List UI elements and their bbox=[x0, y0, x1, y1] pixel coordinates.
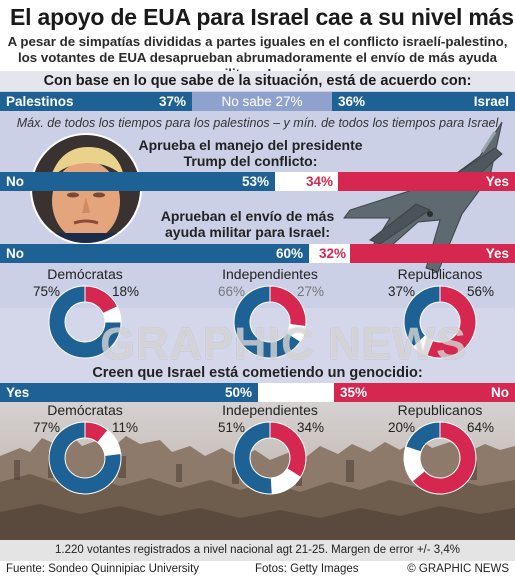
aid-hole-0 bbox=[65, 302, 105, 342]
genocide-hole-2 bbox=[420, 438, 460, 478]
aid-slice-no-2 bbox=[403, 285, 441, 348]
trump-no-bar: No 53% bbox=[0, 172, 275, 191]
genocide-unsure-bar bbox=[258, 383, 334, 402]
aid-yes-bar: Yes bbox=[350, 244, 515, 263]
genocide-group-name-0: Demócratas bbox=[47, 402, 123, 418]
genocide-pct-right-0: 11% bbox=[112, 420, 139, 435]
trump-no-pct: 53% bbox=[241, 174, 269, 189]
aid-no-bar: No 60% bbox=[0, 244, 309, 263]
genocide-yes-pct: 50% bbox=[224, 385, 252, 400]
genocide-question: Creen que Israel está cometiendo un geno… bbox=[92, 365, 423, 381]
aid-pct-right-1: 27% bbox=[297, 284, 325, 299]
aid-slice-no-0 bbox=[48, 285, 122, 359]
methodology-note: 1.220 votantes registrados a nivel nacio… bbox=[0, 540, 515, 561]
genocide-no-pct: 35% bbox=[340, 385, 368, 400]
unsure-label: No sabe 27% bbox=[221, 94, 303, 109]
israel-pct: 36% bbox=[338, 94, 366, 109]
photo-credit: Fotos: Getty Images bbox=[255, 563, 359, 575]
agree-unsure-bar: No sabe 27% bbox=[192, 92, 332, 111]
aid-slice-no-1 bbox=[233, 285, 302, 359]
israel-name: Israel bbox=[473, 94, 509, 109]
trump-question-text: Aprueba el manejo del presidente Trump d… bbox=[138, 137, 363, 169]
genocide-group-name-1: Independientes bbox=[222, 402, 318, 418]
genocide-slice-no-1 bbox=[233, 421, 273, 495]
section-1-question: Con base en lo que sabe de la situación,… bbox=[0, 71, 515, 91]
aid-question: Aprueban el envío de más ayuda militar p… bbox=[150, 208, 345, 240]
genocide-slice-no-2 bbox=[405, 421, 441, 453]
trump-yes-pct: 34% bbox=[306, 174, 334, 189]
aid-group-name-0: Demócratas bbox=[47, 266, 123, 282]
agree-palestinians-bar: Palestinos 37% bbox=[0, 92, 192, 111]
genocide-donut-2 bbox=[403, 421, 477, 495]
genocide-no-label: No bbox=[491, 385, 509, 400]
page-title: El apoyo de EUA para Israel cae a su niv… bbox=[10, 4, 515, 30]
aid-donut-0 bbox=[48, 285, 122, 359]
aid-pct-right-0: 18% bbox=[112, 284, 140, 299]
genocide-hole-0 bbox=[65, 438, 105, 478]
palestinians-label: Palestinos bbox=[6, 94, 74, 109]
aid-unsure-bar bbox=[309, 244, 350, 263]
genocide-pct-left-1: 51% bbox=[218, 420, 246, 435]
aid-no-label: No bbox=[6, 246, 24, 261]
genocide-group-name-2: Republicanos bbox=[397, 402, 483, 418]
aid-pct-left-0: 75% bbox=[33, 284, 61, 299]
copyright: © GRAPHIC NEWS bbox=[407, 563, 509, 575]
aid-slice-yes-2 bbox=[426, 285, 477, 359]
aid-pct-left-2: 37% bbox=[388, 284, 416, 299]
genocide-pct-left-2: 20% bbox=[388, 420, 416, 435]
aid-donut-1 bbox=[233, 285, 307, 359]
trump-question: Aprueba el manejo del presidente Trump d… bbox=[128, 137, 373, 169]
aid-group-name-2: Republicanos bbox=[397, 266, 483, 282]
genocide-pct-left-0: 77% bbox=[33, 420, 61, 435]
genocide-donut-1 bbox=[233, 421, 307, 495]
source-note: Fuente: Sondeo Quinnipiac University bbox=[6, 563, 200, 575]
genocide-no-bar: 35% No bbox=[334, 383, 515, 402]
aid-no-pct: 60% bbox=[275, 246, 303, 261]
genocide-donut-0 bbox=[48, 421, 122, 495]
aid-pct-left-1: 66% bbox=[218, 284, 246, 299]
aid-yes-label: Yes bbox=[485, 246, 509, 261]
aid-question-text: Aprueban el envío de más ayuda militar p… bbox=[160, 208, 335, 240]
trump-yes-label: Yes bbox=[485, 174, 509, 189]
genocide-slice-no-0 bbox=[48, 421, 122, 495]
aid-donut-2 bbox=[403, 285, 477, 359]
genocide-yes-bar: Yes 50% bbox=[0, 383, 258, 402]
trump-yes-bar: Yes bbox=[338, 172, 515, 191]
ruins-photo bbox=[0, 386, 515, 540]
aid-yes-pct: 32% bbox=[319, 246, 347, 261]
agree-israel-bar: 36% Palestinos Israel bbox=[332, 92, 515, 111]
genocide-yes-label: Yes bbox=[6, 385, 30, 400]
palestinians-pct: 37% bbox=[158, 94, 186, 109]
trump-no-label: No bbox=[6, 174, 24, 189]
genocide-pct-right-1: 34% bbox=[297, 420, 325, 435]
watermark: GRAPHIC NEWS bbox=[100, 318, 468, 369]
record-note: Máx. de todos los tiempos para los pales… bbox=[16, 116, 499, 130]
genocide-pct-right-2: 64% bbox=[467, 420, 495, 435]
aid-group-name-1: Independientes bbox=[222, 266, 318, 282]
genocide-slice-yes-2 bbox=[411, 421, 477, 495]
aid-pct-right-2: 56% bbox=[467, 284, 495, 299]
trump-unsure-bar bbox=[275, 172, 338, 191]
genocide-hole-1 bbox=[250, 438, 290, 478]
